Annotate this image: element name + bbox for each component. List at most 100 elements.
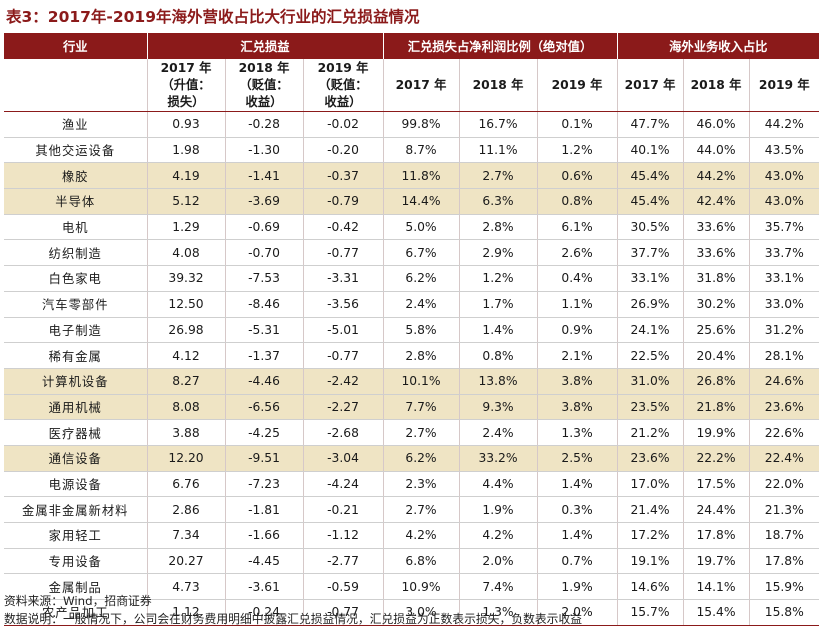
cell-overseas-2019: 15.9% [749,573,820,601]
cell-industry: 电机 [4,214,148,241]
cell-ratio-2019: 1.2% [537,137,618,164]
cell-fx-2018: -6.56 [225,394,304,421]
cell-overseas-2018: 21.8% [683,394,750,421]
cell-ratio-2019: 3.8% [537,368,618,395]
table-row: 纺织制造 4.08 -0.70 -0.77 6.7% 2.9% 2.6% 37.7% 33.6%… [4,239,820,267]
cell-overseas-2019: 43.0% [749,188,820,215]
table-row: 金属制品 4.73 -3.61 -0.59 10.9% 7.4% 1.9% 14.6% 14.1… [4,573,820,601]
cell-overseas-2017: 15.7% [617,599,684,626]
cell-fx-2017: 6.76 [147,471,226,498]
cell-industry: 通信设备 [4,445,148,472]
cell-fx-2019: -5.01 [303,317,384,344]
cell-fx-2017: 8.08 [147,394,226,421]
cell-overseas-2017: 31.0% [617,368,684,395]
header-ratio-2019: 2019 年 [537,59,618,112]
cell-fx-2017: 12.20 [147,445,226,472]
cell-ratio-2017: 6.8% [383,548,460,575]
cell-fx-2019: -2.68 [303,419,384,446]
cell-industry: 专用设备 [4,548,148,575]
cell-ratio-2018: 1.4% [459,317,538,344]
cell-overseas-2018: 42.4% [683,188,750,215]
cell-fx-2018: -0.69 [225,214,304,241]
cell-overseas-2017: 22.5% [617,342,684,369]
table-row: 稀有金属 4.12 -1.37 -0.77 2.8% 0.8% 2.1% 22.5% 20.4%… [4,342,820,369]
cell-ratio-2018: 2.7% [459,162,538,190]
cell-ratio-2019: 0.4% [537,265,618,292]
cell-fx-2018: -3.61 [225,573,304,601]
cell-ratio-2017: 5.0% [383,214,460,241]
header-fx-2017: 2017 年 （升值： 损失） [147,59,226,112]
cell-ratio-2017: 5.8% [383,317,460,344]
header-overseas-2019: 2019 年 [749,59,820,112]
cell-ratio-2017: 2.8% [383,342,460,369]
cell-overseas-2017: 14.6% [617,573,684,601]
cell-industry: 电源设备 [4,471,148,498]
cell-overseas-2017: 23.5% [617,394,684,421]
cell-ratio-2018: 1.3% [459,599,538,626]
cell-overseas-2018: 46.0% [683,111,750,138]
cell-overseas-2019: 23.6% [749,394,820,421]
cell-fx-2017: 2.86 [147,496,226,523]
header-overseas-2017: 2017 年 [617,59,684,112]
cell-ratio-2019: 1.1% [537,291,618,318]
cell-industry: 计算机设备 [4,368,148,395]
fx-table: 行业 汇兑损益 汇兑损失占净利润比例（绝对值） 海外业务收入占比 2017 年 … [4,33,820,626]
cell-ratio-2019: 1.3% [537,419,618,446]
cell-fx-2017: 4.08 [147,239,226,267]
cell-industry: 金属制品 [4,573,148,601]
cell-overseas-2017: 47.7% [617,111,684,138]
cell-ratio-2017: 99.8% [383,111,460,138]
header-ratio-2018: 2018 年 [459,59,538,112]
cell-ratio-2018: 9.3% [459,394,538,421]
cell-fx-2019: -0.20 [303,137,384,164]
cell-ratio-2017: 2.7% [383,496,460,523]
cell-overseas-2018: 19.9% [683,419,750,446]
cell-fx-2018: -1.81 [225,496,304,523]
cell-overseas-2018: 24.4% [683,496,750,523]
header-overseas-share: 海外业务收入占比 [617,33,820,59]
header-fx-loss-ratio: 汇兑损失占净利润比例（绝对值） [383,33,618,59]
cell-overseas-2017: 17.2% [617,522,684,549]
table-body: 渔业 0.93 -0.28 -0.02 99.8% 16.7% 0.1% 47.7% 46.0%… [4,111,820,626]
table-title: 表3：2017年-2019年海外营收占比大行业的汇兑损益情况 [6,8,420,26]
table-row: 农产品加工 1.12 -0.24 -0.77 3.0% 1.3% 2.0% 15.7% 15.4… [4,599,820,626]
table-row: 其他交运设备 1.98 -1.30 -0.20 8.7% 11.1% 1.2% 40.1% 44… [4,137,820,164]
cell-overseas-2019: 18.7% [749,522,820,549]
cell-fx-2018: -0.70 [225,239,304,267]
cell-fx-2018: -1.30 [225,137,304,164]
cell-overseas-2017: 17.0% [617,471,684,498]
cell-fx-2019: -3.56 [303,291,384,318]
cell-overseas-2018: 17.5% [683,471,750,498]
cell-fx-2019: -0.77 [303,599,384,626]
cell-overseas-2018: 15.4% [683,599,750,626]
cell-overseas-2019: 43.5% [749,137,820,164]
cell-industry: 橡胶 [4,162,148,190]
cell-fx-2017: 5.12 [147,188,226,215]
cell-ratio-2018: 1.7% [459,291,538,318]
cell-ratio-2017: 3.0% [383,599,460,626]
cell-overseas-2018: 20.4% [683,342,750,369]
cell-fx-2019: -3.04 [303,445,384,472]
cell-ratio-2019: 2.0% [537,599,618,626]
cell-overseas-2017: 40.1% [617,137,684,164]
cell-ratio-2018: 1.9% [459,496,538,523]
header-fx-2018-line3: 收益） [245,94,283,109]
header-row-years: 2017 年 （升值： 损失） 2018 年 （贬值： 收益） 2019 年 （… [4,59,820,112]
table-row: 渔业 0.93 -0.28 -0.02 99.8% 16.7% 0.1% 47.7% 46.0%… [4,111,820,138]
table-row: 橡胶 4.19 -1.41 -0.37 11.8% 2.7% 0.6% 45.4% 44.2% 4… [4,162,820,190]
cell-industry: 农产品加工 [4,599,148,626]
cell-ratio-2019: 0.3% [537,496,618,523]
cell-overseas-2019: 31.2% [749,317,820,344]
cell-overseas-2018: 22.2% [683,445,750,472]
cell-fx-2019: -2.77 [303,548,384,575]
cell-ratio-2017: 14.4% [383,188,460,215]
header-fx-2018-line1: 2018 年 [238,60,290,75]
cell-ratio-2018: 7.4% [459,573,538,601]
cell-fx-2018: -4.25 [225,419,304,446]
cell-ratio-2017: 6.2% [383,265,460,292]
header-overseas-2018: 2018 年 [683,59,750,112]
cell-overseas-2018: 14.1% [683,573,750,601]
cell-ratio-2019: 0.7% [537,548,618,575]
cell-overseas-2017: 45.4% [617,162,684,190]
cell-fx-2017: 12.50 [147,291,226,318]
